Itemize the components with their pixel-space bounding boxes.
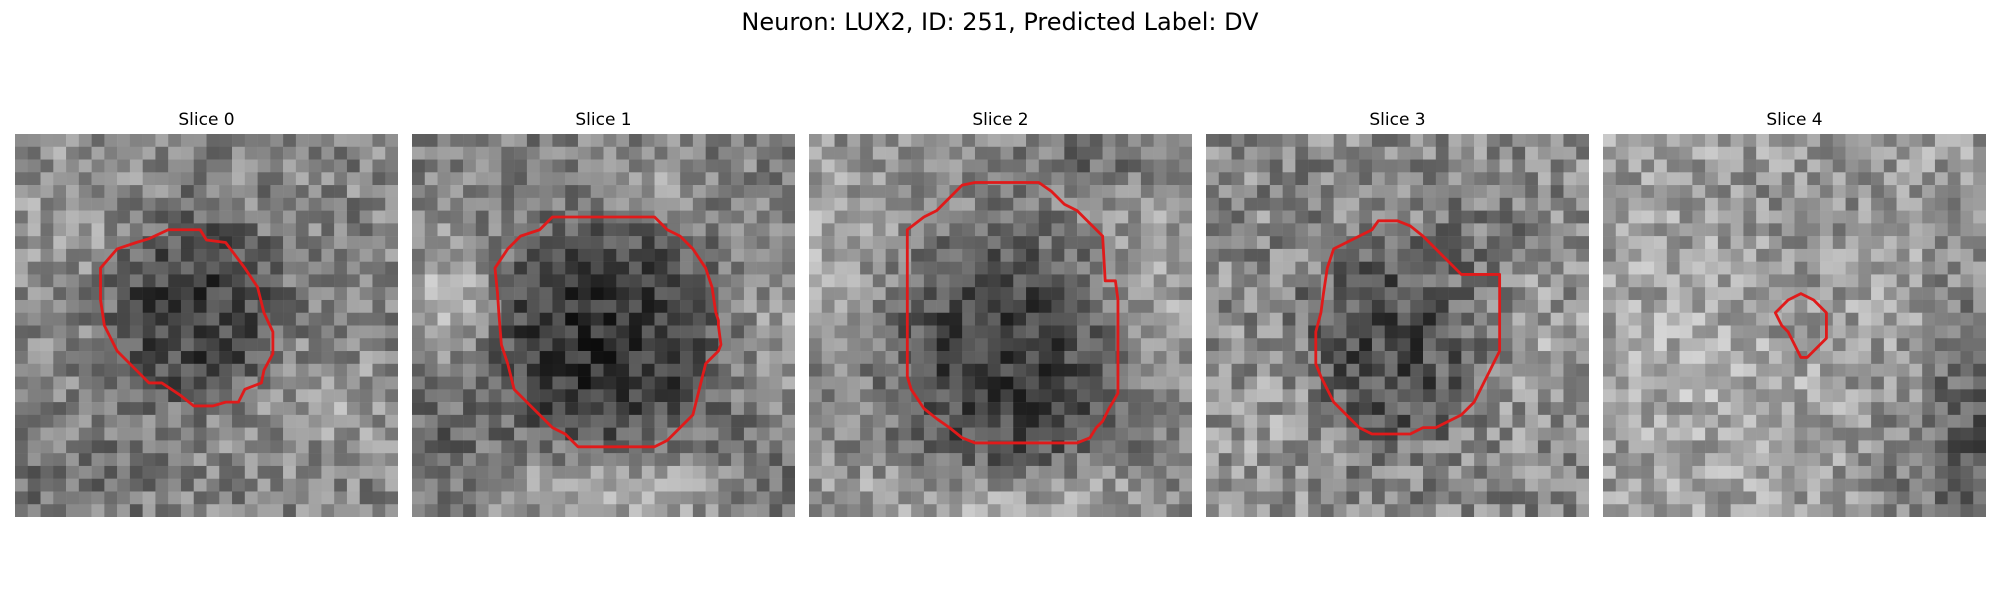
slice-title-3: Slice 3 bbox=[1369, 110, 1426, 130]
pixel-grid-1 bbox=[412, 134, 795, 517]
slice-panel-0: Slice 0 bbox=[15, 0, 398, 600]
slice-image-4 bbox=[1603, 134, 1986, 517]
slice-title-4: Slice 4 bbox=[1766, 110, 1823, 130]
pixel-grid-4 bbox=[1603, 134, 1986, 517]
slice-panel-2: Slice 2 bbox=[809, 0, 1192, 600]
slice-image-2 bbox=[809, 134, 1192, 517]
figure-title: Neuron: LUX2, ID: 251, Predicted Label: … bbox=[741, 8, 1259, 36]
slice-title-1: Slice 1 bbox=[575, 110, 632, 130]
neuron-contour-1 bbox=[493, 215, 723, 449]
pixel-grid-2 bbox=[809, 134, 1192, 517]
pixel-grid-3 bbox=[1206, 134, 1589, 517]
slice-image-1 bbox=[412, 134, 795, 517]
slice-panel-3: Slice 3 bbox=[1206, 0, 1589, 600]
slice-image-0 bbox=[15, 134, 398, 517]
slice-image-3 bbox=[1206, 134, 1589, 517]
neuron-contour-4 bbox=[1773, 292, 1828, 359]
slice-panel-1: Slice 1 bbox=[412, 0, 795, 600]
slice-title-0: Slice 0 bbox=[178, 110, 235, 130]
pixel-grid-0 bbox=[15, 134, 398, 517]
neuron-contour-0 bbox=[99, 228, 275, 408]
slice-panel-4: Slice 4 bbox=[1603, 0, 1986, 600]
neuron-contour-2 bbox=[905, 181, 1120, 445]
slice-title-2: Slice 2 bbox=[972, 110, 1029, 130]
neuron-contour-3 bbox=[1314, 219, 1502, 436]
